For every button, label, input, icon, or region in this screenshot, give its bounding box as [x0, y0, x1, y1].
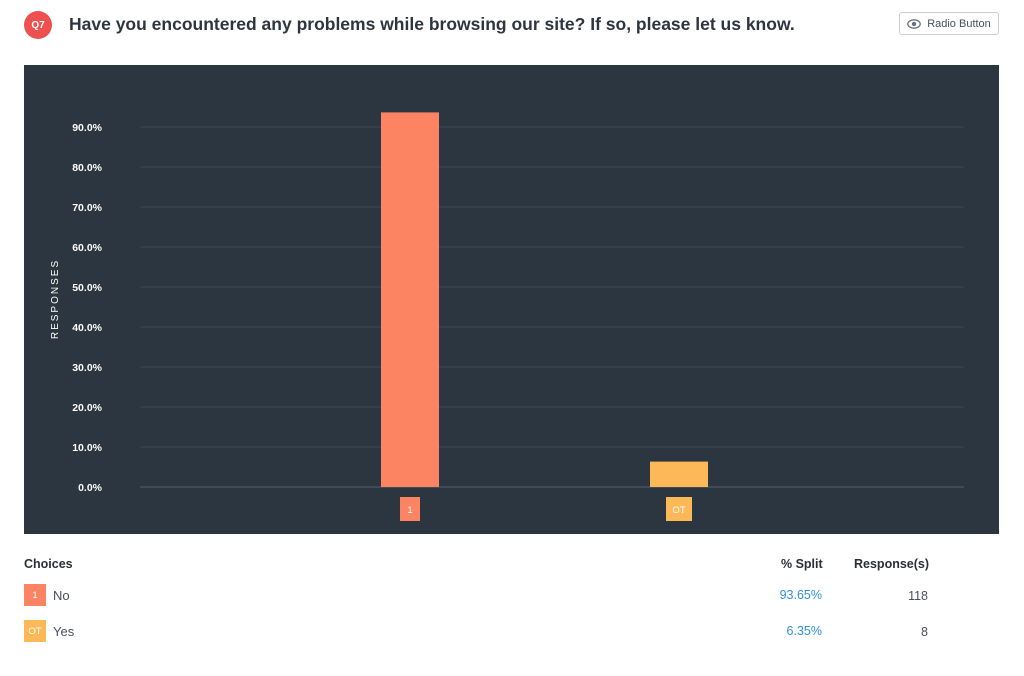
- split-column-header: % Split: [781, 557, 823, 571]
- choice-response-count: 8: [921, 625, 928, 639]
- question-number-badge: Q7: [24, 11, 52, 39]
- choice-code-chip: OT: [24, 620, 46, 642]
- choices-column-header: Choices: [24, 557, 73, 571]
- y-tick-label: 40.0%: [72, 322, 102, 334]
- choice-response-count: 118: [908, 589, 928, 603]
- y-tick-label: 20.0%: [72, 402, 102, 414]
- chart-panel: 0.0% 10.0% 20.0% 30.0% 40.0% 50.0% 60.0% 70.0% 8…: [24, 65, 999, 534]
- y-axis-title: RESPONSES: [50, 259, 61, 339]
- x-category-chip: [400, 497, 420, 521]
- y-tick-label: 60.0%: [72, 242, 102, 254]
- choice-label: No: [53, 588, 70, 603]
- choice-code-chip: 1: [24, 584, 46, 606]
- eye-icon: [907, 18, 922, 29]
- choice-label: Yes: [53, 624, 75, 639]
- x-tick-label: 1: [407, 505, 412, 516]
- y-tick-label: 0.0%: [78, 482, 103, 494]
- choice-row-no: 1 No 93.65% 118: [24, 584, 984, 608]
- choice-split-value: 93.65%: [779, 588, 822, 602]
- bar-chart: 0.0% 10.0% 20.0% 30.0% 40.0% 50.0% 60.0% 70.0% 8…: [50, 112, 964, 521]
- y-tick-label: 30.0%: [72, 362, 102, 374]
- y-tick-label: 70.0%: [72, 202, 102, 214]
- bar: [381, 112, 439, 488]
- x-category-chip: [666, 497, 692, 521]
- y-tick-label: 50.0%: [72, 282, 102, 294]
- bar: [650, 461, 708, 487]
- question-type-badge[interactable]: Radio Button: [899, 12, 999, 35]
- y-tick-label: 80.0%: [72, 162, 102, 174]
- choice-row-yes: OT Yes 6.35% 8: [24, 620, 984, 644]
- question-title: Have you encountered any problems while …: [69, 14, 795, 34]
- x-tick-label: OT: [672, 505, 685, 516]
- y-tick-label: 90.0%: [72, 122, 102, 134]
- choice-split-value: 6.35%: [786, 624, 822, 638]
- question-type-label: Radio Button: [927, 17, 991, 30]
- responses-column-header: Response(s): [854, 557, 930, 571]
- y-tick-label: 10.0%: [72, 442, 102, 454]
